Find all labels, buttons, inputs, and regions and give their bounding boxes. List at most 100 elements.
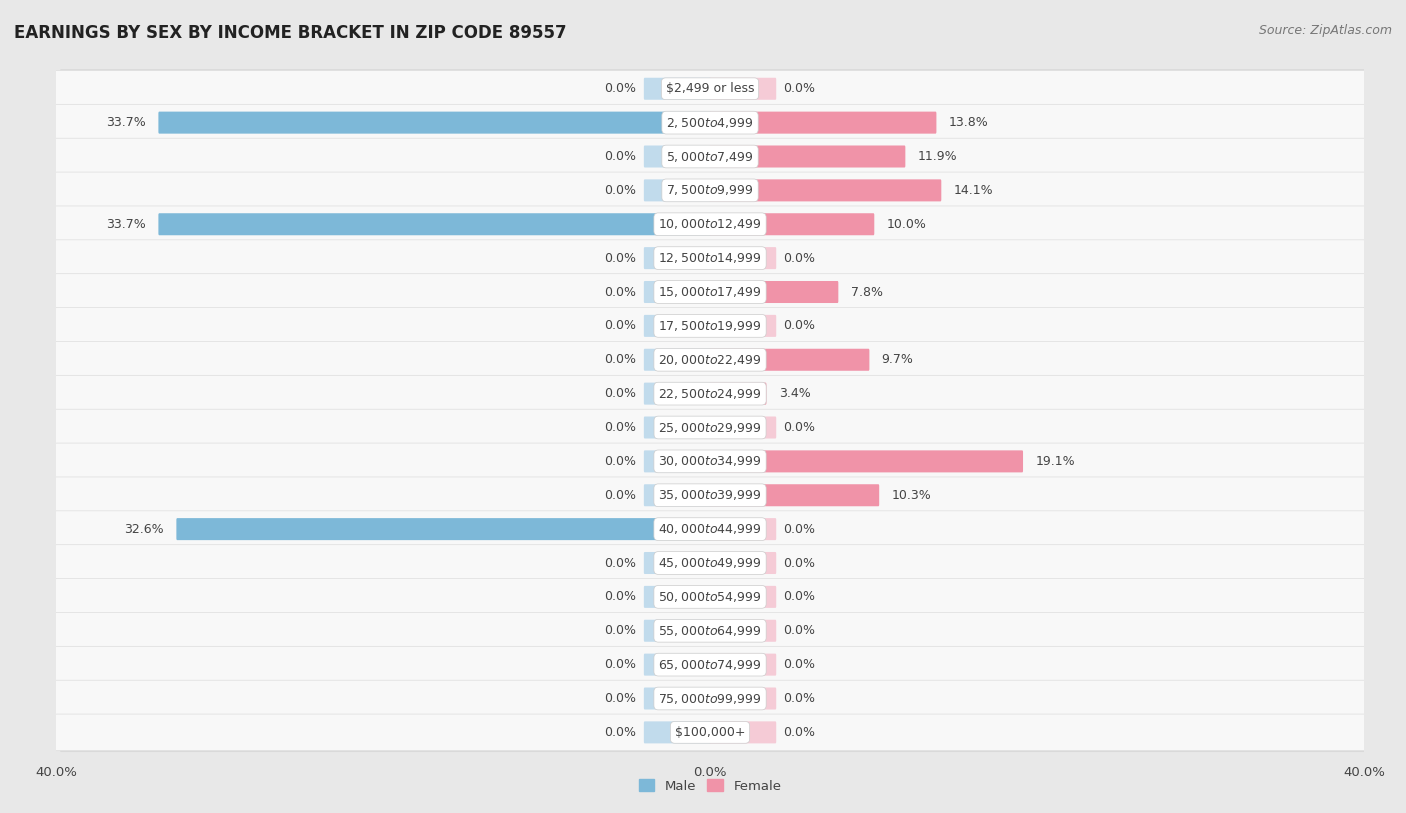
Text: 0.0%: 0.0% <box>605 590 637 603</box>
FancyBboxPatch shape <box>644 281 711 303</box>
Text: $35,000 to $39,999: $35,000 to $39,999 <box>658 489 762 502</box>
FancyBboxPatch shape <box>644 416 711 438</box>
FancyBboxPatch shape <box>709 416 776 438</box>
FancyBboxPatch shape <box>709 450 1024 472</box>
FancyBboxPatch shape <box>644 654 711 676</box>
Text: 7.8%: 7.8% <box>851 285 883 298</box>
FancyBboxPatch shape <box>55 138 1365 175</box>
FancyBboxPatch shape <box>55 680 1365 717</box>
Text: 33.7%: 33.7% <box>107 116 146 129</box>
Text: 0.0%: 0.0% <box>605 455 637 467</box>
Text: 32.6%: 32.6% <box>125 523 165 536</box>
Text: $15,000 to $17,499: $15,000 to $17,499 <box>658 285 762 299</box>
Text: $55,000 to $64,999: $55,000 to $64,999 <box>658 624 762 637</box>
Text: $2,499 or less: $2,499 or less <box>666 82 754 95</box>
Text: $2,500 to $4,999: $2,500 to $4,999 <box>666 115 754 129</box>
FancyBboxPatch shape <box>55 307 1365 344</box>
FancyBboxPatch shape <box>59 340 1365 380</box>
Text: $12,500 to $14,999: $12,500 to $14,999 <box>658 251 762 265</box>
Text: $50,000 to $54,999: $50,000 to $54,999 <box>658 590 762 604</box>
FancyBboxPatch shape <box>709 281 838 303</box>
FancyBboxPatch shape <box>59 441 1365 481</box>
FancyBboxPatch shape <box>55 274 1365 311</box>
FancyBboxPatch shape <box>55 172 1365 209</box>
Text: 0.0%: 0.0% <box>783 523 815 536</box>
Text: 0.0%: 0.0% <box>605 82 637 95</box>
Text: $20,000 to $22,499: $20,000 to $22,499 <box>658 353 762 367</box>
FancyBboxPatch shape <box>709 586 776 608</box>
FancyBboxPatch shape <box>59 272 1365 311</box>
FancyBboxPatch shape <box>709 721 776 743</box>
Text: EARNINGS BY SEX BY INCOME BRACKET IN ZIP CODE 89557: EARNINGS BY SEX BY INCOME BRACKET IN ZIP… <box>14 24 567 42</box>
FancyBboxPatch shape <box>59 679 1365 718</box>
FancyBboxPatch shape <box>59 713 1365 752</box>
FancyBboxPatch shape <box>59 171 1365 210</box>
FancyBboxPatch shape <box>55 443 1365 480</box>
Text: 0.0%: 0.0% <box>783 624 815 637</box>
FancyBboxPatch shape <box>709 485 879 506</box>
Text: $25,000 to $29,999: $25,000 to $29,999 <box>658 420 762 434</box>
FancyBboxPatch shape <box>709 213 875 235</box>
FancyBboxPatch shape <box>644 247 711 269</box>
FancyBboxPatch shape <box>55 409 1365 446</box>
FancyBboxPatch shape <box>644 485 711 506</box>
Text: 3.4%: 3.4% <box>779 387 810 400</box>
FancyBboxPatch shape <box>59 374 1365 413</box>
Text: $75,000 to $99,999: $75,000 to $99,999 <box>658 692 762 706</box>
FancyBboxPatch shape <box>55 511 1365 547</box>
FancyBboxPatch shape <box>55 240 1365 276</box>
FancyBboxPatch shape <box>709 654 776 676</box>
FancyBboxPatch shape <box>644 78 711 100</box>
FancyBboxPatch shape <box>644 450 711 472</box>
Text: $10,000 to $12,499: $10,000 to $12,499 <box>658 217 762 231</box>
Text: 0.0%: 0.0% <box>605 252 637 264</box>
FancyBboxPatch shape <box>709 180 941 202</box>
FancyBboxPatch shape <box>644 315 711 337</box>
FancyBboxPatch shape <box>55 714 1365 750</box>
Text: 0.0%: 0.0% <box>783 726 815 739</box>
Text: $5,000 to $7,499: $5,000 to $7,499 <box>666 150 754 163</box>
Text: $65,000 to $74,999: $65,000 to $74,999 <box>658 658 762 672</box>
FancyBboxPatch shape <box>59 577 1365 616</box>
Text: 0.0%: 0.0% <box>783 659 815 671</box>
Text: 33.7%: 33.7% <box>107 218 146 231</box>
Legend: Male, Female: Male, Female <box>633 774 787 798</box>
Text: 0.0%: 0.0% <box>783 590 815 603</box>
FancyBboxPatch shape <box>709 518 776 540</box>
Text: $7,500 to $9,999: $7,500 to $9,999 <box>666 184 754 198</box>
FancyBboxPatch shape <box>55 612 1365 649</box>
Text: 0.0%: 0.0% <box>605 150 637 163</box>
Text: 0.0%: 0.0% <box>783 692 815 705</box>
FancyBboxPatch shape <box>59 510 1365 549</box>
Text: $40,000 to $44,999: $40,000 to $44,999 <box>658 522 762 536</box>
FancyBboxPatch shape <box>59 238 1365 278</box>
FancyBboxPatch shape <box>59 307 1365 346</box>
FancyBboxPatch shape <box>55 646 1365 683</box>
Text: 0.0%: 0.0% <box>783 252 815 264</box>
FancyBboxPatch shape <box>709 552 776 574</box>
Text: 0.0%: 0.0% <box>605 285 637 298</box>
FancyBboxPatch shape <box>644 586 711 608</box>
Text: $30,000 to $34,999: $30,000 to $34,999 <box>658 454 762 468</box>
FancyBboxPatch shape <box>709 78 776 100</box>
FancyBboxPatch shape <box>709 349 869 371</box>
Text: 0.0%: 0.0% <box>783 557 815 569</box>
Text: $22,500 to $24,999: $22,500 to $24,999 <box>658 387 762 401</box>
FancyBboxPatch shape <box>59 137 1365 176</box>
Text: 0.0%: 0.0% <box>605 489 637 502</box>
FancyBboxPatch shape <box>709 111 936 133</box>
Text: 0.0%: 0.0% <box>605 354 637 366</box>
FancyBboxPatch shape <box>644 688 711 710</box>
Text: 9.7%: 9.7% <box>882 354 914 366</box>
Text: 0.0%: 0.0% <box>783 421 815 434</box>
FancyBboxPatch shape <box>59 476 1365 515</box>
FancyBboxPatch shape <box>644 552 711 574</box>
FancyBboxPatch shape <box>709 688 776 710</box>
FancyBboxPatch shape <box>55 341 1365 378</box>
Text: 10.3%: 10.3% <box>891 489 931 502</box>
Text: 0.0%: 0.0% <box>605 624 637 637</box>
Text: 0.0%: 0.0% <box>605 320 637 333</box>
Text: 0.0%: 0.0% <box>605 659 637 671</box>
Text: 0.0%: 0.0% <box>605 387 637 400</box>
Text: 0.0%: 0.0% <box>605 184 637 197</box>
